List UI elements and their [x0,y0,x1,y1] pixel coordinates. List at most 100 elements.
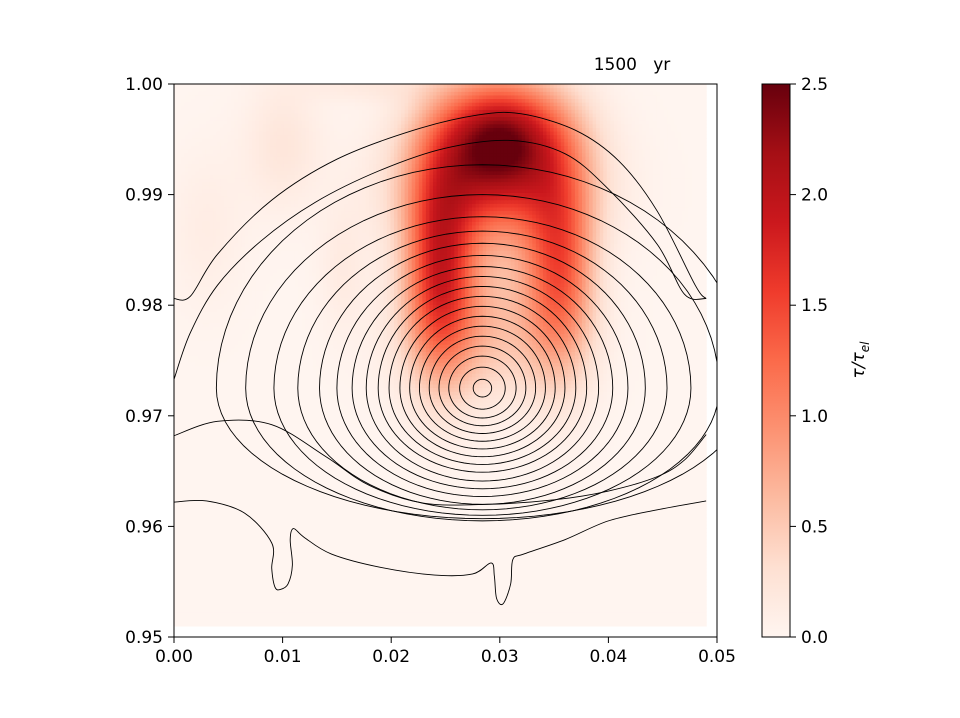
heat-cell [333,524,338,529]
heat-cell [273,510,278,515]
heat-cell [280,517,285,522]
heat-cell [592,622,597,627]
heat-cell [486,560,491,566]
heat-cell [638,553,643,558]
heat-cell [344,600,349,605]
heat-cell [542,524,548,529]
heat-cell [390,517,395,522]
heat-cell [440,597,445,602]
heat-cell [613,589,619,595]
heat-cell [298,553,303,558]
heat-cell [663,539,668,544]
heat-cell [234,503,239,508]
heat-cell [269,557,274,562]
heat-cell [415,597,420,602]
heat-cell [603,524,608,529]
heat-cell [468,597,473,602]
heat-cell [539,600,544,605]
heat-cell [482,618,487,623]
heat-cell [323,597,328,602]
heat-cell [273,506,278,511]
heat-cell [280,611,285,616]
heat-cell [489,532,494,537]
heat-cell [670,575,675,580]
heat-cell [482,546,487,551]
heat-cell [429,586,434,591]
heat-cell [457,524,462,529]
heat-cell [241,532,246,537]
heat-cell [663,604,668,609]
heat-cell [418,586,423,591]
heat-cell [553,615,558,620]
heat-cell [237,524,243,529]
heat-cell [539,553,544,558]
heat-cell [397,564,402,569]
heat-cell [592,557,597,562]
heat-cell [578,560,583,566]
heat-cell [493,600,498,605]
heat-cell [514,575,519,580]
heat-cell [347,600,352,605]
heat-cell [684,521,689,526]
heat-cell [188,517,193,522]
heat-cell [489,553,494,558]
heat-cell [432,618,438,623]
heat-cell [660,553,665,558]
heat-cell [578,589,583,595]
heat-cell [244,571,250,576]
heat-cell [227,600,232,605]
heat-cell [503,553,509,558]
heat-cell [691,607,697,613]
heat-cell [599,539,604,544]
heat-cell [514,532,519,537]
heat-cell [578,575,583,580]
heat-cell [276,615,282,620]
heat-cell [663,578,668,584]
heat-cell [432,510,438,515]
heat-cell [652,589,658,595]
heat-cell [489,564,494,569]
heat-cell [333,618,338,623]
heat-cell [195,564,200,569]
heat-cell [248,524,253,529]
heat-cell [401,578,406,584]
heat-cell [386,618,392,623]
heat-cell [461,560,466,566]
heat-cell [379,560,384,566]
heat-cell [376,618,381,623]
heat-cell [468,550,473,555]
heat-cell [198,607,203,613]
heat-cell [191,597,196,602]
heat-cell [578,564,583,569]
heat-cell [298,517,303,522]
heat-cell [418,553,423,558]
heat-cell [702,546,707,551]
heat-cell [528,564,533,569]
heat-cell [234,553,239,558]
heat-cell [379,553,384,558]
heat-cell [684,604,689,609]
heat-cell [252,546,257,551]
heat-cell [369,517,374,522]
heat-cell [592,586,597,591]
heat-cell [323,578,328,584]
heat-cell [589,589,594,595]
heat-cell [248,560,253,566]
heat-cell [177,622,182,627]
heat-cell [532,597,537,602]
heat-cell [205,578,211,584]
heat-cell [511,575,516,580]
heat-cell [404,607,409,613]
heat-cell [305,578,310,584]
heat-cell [244,560,250,566]
heat-cell [642,600,647,605]
heat-cell [475,618,480,623]
heat-cell [223,607,228,613]
heat-cell [663,557,668,562]
heat-cell [532,521,537,526]
heat-cell [259,553,264,558]
heat-cell [645,557,650,562]
heat-cell [677,578,682,584]
heat-cell [542,521,548,526]
heat-cell [447,597,452,602]
